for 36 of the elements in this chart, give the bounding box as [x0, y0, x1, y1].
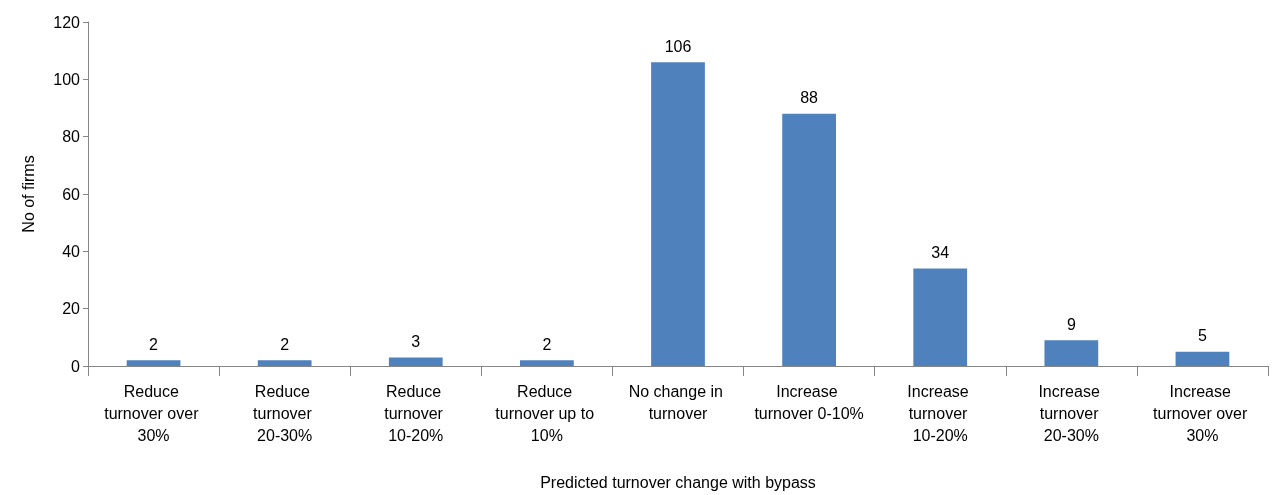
data-label: 88: [800, 89, 819, 107]
x-tick-label: Reduce turnover over 30%: [104, 382, 203, 444]
y-tick-label: 40: [62, 242, 81, 260]
bar: [782, 113, 836, 366]
data-label: 106: [664, 37, 692, 55]
x-tick-label: No change in turnover: [628, 382, 728, 422]
x-tick-label: Increase turnover 10-20%: [907, 382, 974, 444]
bar: [257, 360, 312, 366]
x-tick-label: Reduce turnover up to 10%: [495, 382, 599, 444]
y-tick-label: 100: [53, 70, 81, 88]
data-label: 3: [411, 332, 421, 350]
data-label: 2: [542, 335, 552, 353]
x-tick-label: Reduce turnover 10-20%: [384, 382, 448, 444]
y-tick-label: 80: [62, 128, 81, 146]
bar: [651, 62, 705, 366]
y-tick-label: 0: [71, 357, 81, 375]
data-label: 2: [280, 335, 290, 353]
data-label: 5: [1197, 327, 1207, 345]
y-tick-label: 120: [53, 13, 81, 31]
y-tick-label: 60: [62, 185, 81, 203]
x-tick-label: Reduce turnover 20-30%: [253, 382, 317, 444]
bar: [520, 360, 574, 366]
bar: [126, 360, 181, 366]
y-tick-label: 20: [62, 300, 81, 318]
bar: [1175, 351, 1230, 366]
data-label: 2: [149, 335, 159, 353]
bar: [913, 268, 968, 366]
x-axis-title: Predicted turnover change with bypass: [540, 473, 816, 491]
bar: [1044, 340, 1099, 366]
data-label: 34: [931, 244, 950, 262]
bar: [388, 357, 443, 366]
x-tick-label: Increase turnover 20-30%: [1038, 382, 1105, 444]
x-tick-label: Increase turnover 0-10%: [754, 382, 864, 422]
y-axis-title: No of firms: [19, 155, 37, 233]
x-tick-label: Increase turnover over 30%: [1153, 382, 1252, 444]
data-label: 9: [1066, 315, 1076, 333]
